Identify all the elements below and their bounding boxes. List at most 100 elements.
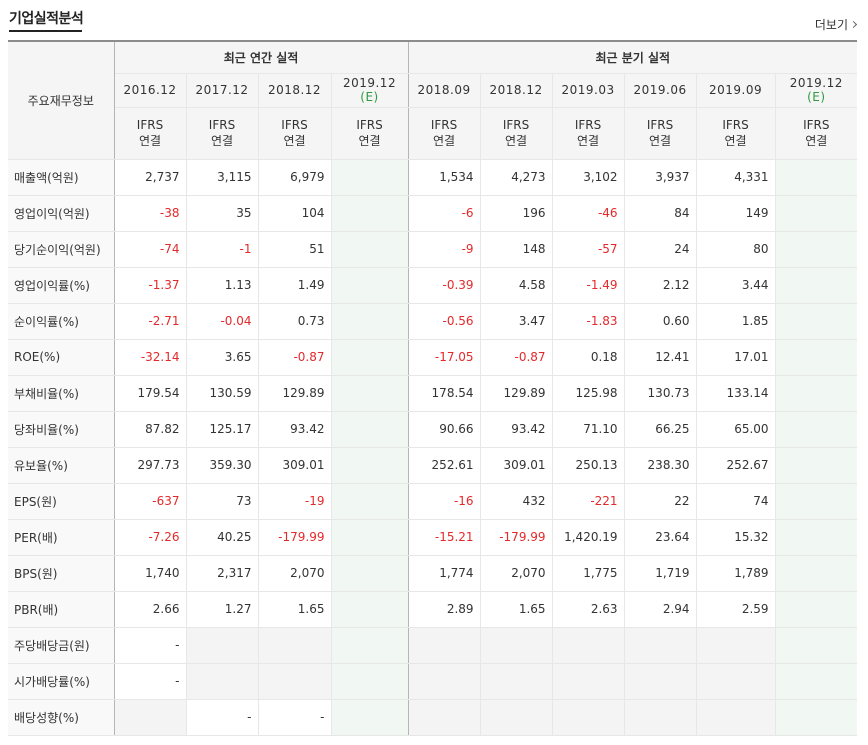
value-cell: 3,937 [624,159,697,196]
row-label: 매출액(억원) [8,159,115,196]
value-cell [775,266,858,304]
value-cell: -17.05 [408,339,481,376]
value-cell: -19 [258,482,332,520]
value-cell: -0.56 [408,303,481,340]
value-cell: 148 [480,231,553,268]
value-cell: -0.04 [186,303,259,340]
value-cell: 250.13 [552,447,625,484]
accounting-standard: IFRS 연결 [114,107,187,160]
value-cell: 309.01 [480,447,553,484]
row-label: BPS(원) [8,555,115,592]
table-row: PER(배) -7.26 40.25 -179.99 -15.21 -179.99 1,42… [8,519,858,556]
value-cell: 24 [624,231,697,268]
row-label: 유보율(%) [8,447,115,484]
ifrs-label: IFRS [803,118,830,132]
value-cell [775,591,858,628]
value-cell: 2.63 [552,591,625,628]
value-cell [624,663,697,700]
value-cell [775,519,858,556]
ifrs-label: IFRS [281,118,308,132]
value-cell [552,663,625,700]
value-cell: 130.73 [624,374,697,412]
table-row: 배당성향(%) - - [8,699,858,736]
value-cell: 4.58 [480,266,553,304]
value-cell [480,699,553,736]
period-header: 2019.06 [624,73,697,108]
value-cell [775,339,858,376]
period-header: 2017.12 [186,73,259,108]
value-cell: -32.14 [114,339,187,376]
period-header: 2019.03 [552,73,625,108]
value-cell: 4,273 [480,159,553,196]
row-label: 당기순이익(억원) [8,231,115,268]
value-cell: 2,737 [114,159,187,196]
value-cell: 3,115 [186,159,259,196]
value-cell: 1,774 [408,555,481,592]
value-cell: 3,102 [552,159,625,196]
value-cell: 125.17 [186,411,259,448]
ifrs-label: IFRS [646,118,674,132]
accounting-standard: IFRS 연결 [552,107,625,160]
value-cell: 93.42 [480,411,553,448]
value-cell: 178.54 [408,374,481,412]
period-label: 2019.12 [789,76,843,90]
value-cell: 196 [480,195,553,232]
value-cell: 1.49 [258,266,332,304]
value-cell: 3.44 [696,266,776,304]
value-cell [331,303,409,340]
value-cell [331,626,409,664]
value-cell [696,663,776,700]
period-label: 2019.12 [342,76,397,90]
value-cell: 6,979 [258,159,332,196]
consolidated-label: 연결 [805,134,828,148]
value-cell [331,159,409,196]
more-label: 더보기 [814,18,848,32]
value-cell: 84 [624,195,697,232]
value-cell [408,626,481,664]
row-label: 부채비율(%) [8,374,115,412]
value-cell: 1.13 [186,266,259,304]
value-cell: 51 [258,231,332,268]
value-cell [696,626,776,664]
value-cell: 432 [480,482,553,520]
value-cell: -0.87 [258,339,332,376]
value-cell: 73 [186,482,259,520]
value-cell [696,699,776,736]
value-cell: 1.27 [186,591,259,628]
accounting-standard: IFRS 연결 [408,107,481,160]
row-label: ROE(%) [8,339,115,376]
value-cell: -0.87 [480,339,553,376]
value-cell: 1,719 [624,555,697,592]
accounting-standard: IFRS 연결 [331,107,409,160]
row-label: PBR(배) [8,591,115,628]
period-header: 2018.09 [408,73,481,108]
ifrs-label: IFRS [722,118,749,132]
value-cell [331,663,409,700]
estimate-mark: (E) [807,90,826,104]
ifrs-label: IFRS [208,118,236,132]
table-row: 시가배당률(%) - [8,663,858,700]
value-cell [624,699,697,736]
value-cell: 0.73 [258,303,332,340]
consolidated-label: 연결 [724,134,747,148]
value-cell: -1 [186,231,259,268]
value-cell [331,555,409,592]
period-header: 2018.12 [480,73,553,108]
value-cell: 2,317 [186,555,259,592]
value-cell: 2.94 [624,591,697,628]
value-cell: -46 [552,195,625,232]
table-row: 매출액(억원) 2,737 3,115 6,979 1,534 4,273 3,102 3,9… [8,159,858,196]
consolidated-label: 연결 [649,134,672,148]
value-cell: 2,070 [258,555,332,592]
financial-summary-table: 주요재무정보 최근 연간 실적 최근 분기 실적 2016.12 2017.12 2… [8,40,858,736]
value-cell: 2.12 [624,266,697,304]
row-label-header: 주요재무정보 [8,40,115,160]
more-link[interactable]: 더보기 [814,16,858,33]
value-cell [775,231,858,268]
accounting-standard: IFRS 연결 [258,107,332,160]
value-cell [775,663,858,700]
value-cell: 2.59 [696,591,776,628]
value-cell [775,159,858,196]
value-cell: 40.25 [186,519,259,556]
value-cell: 74 [696,482,776,520]
